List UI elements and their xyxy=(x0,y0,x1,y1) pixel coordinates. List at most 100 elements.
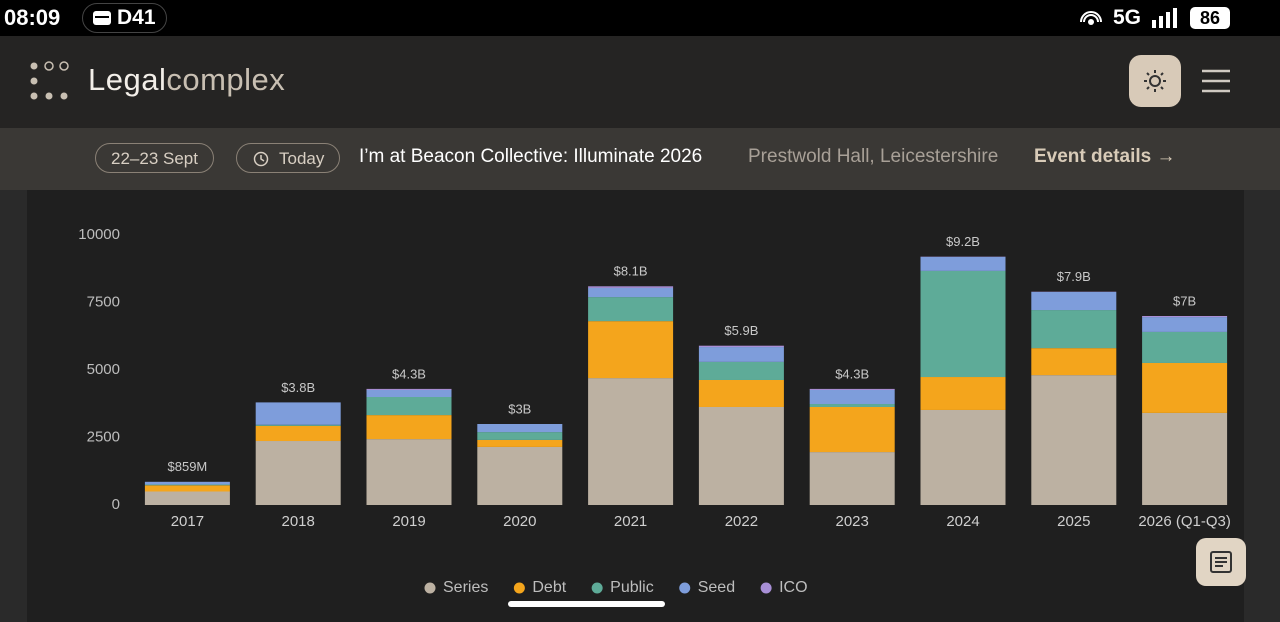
legend-label: ICO xyxy=(779,579,807,596)
bar-segment xyxy=(698,347,784,362)
bar-segment xyxy=(1142,316,1228,318)
status-chip: Today xyxy=(236,143,341,173)
total-label: $3B xyxy=(508,401,531,416)
x-tick-label: 2021 xyxy=(614,513,647,530)
legend-label: Series xyxy=(443,579,488,596)
bar-segment xyxy=(809,406,895,453)
bar-segment xyxy=(144,491,230,505)
bar-segment xyxy=(809,389,895,405)
bar-segment xyxy=(477,432,563,440)
bar-segment xyxy=(698,379,784,407)
logo-mark xyxy=(30,61,69,100)
x-tick-label: 2022 xyxy=(725,513,758,530)
total-label: $8.1B xyxy=(614,264,648,279)
date-chip: 22–23 Sept xyxy=(95,143,214,173)
status-text: Today xyxy=(279,149,325,168)
bar-segment xyxy=(366,415,452,440)
x-tick-label: 2019 xyxy=(392,513,425,530)
bar-segment xyxy=(477,446,563,505)
legend-marker xyxy=(591,582,603,594)
bar-segment xyxy=(1142,412,1228,505)
signal-icon xyxy=(1152,8,1177,28)
notification-pill: D41 xyxy=(82,3,167,33)
bar-segment xyxy=(144,484,230,486)
bar-segment xyxy=(1031,348,1117,376)
badge: D41 xyxy=(117,6,156,29)
bar-segment xyxy=(255,424,341,426)
y-tick-label: 10000 xyxy=(78,226,120,243)
bar-segment xyxy=(144,481,230,485)
theme-toggle[interactable] xyxy=(1129,55,1181,107)
y-tick-label: 0 xyxy=(112,496,120,513)
bar-segment xyxy=(588,378,674,505)
clock-icon xyxy=(253,151,269,167)
bar-segment xyxy=(588,287,674,298)
bar-segment xyxy=(366,397,452,416)
event-link[interactable]: Event details → xyxy=(1034,146,1176,167)
legend-marker xyxy=(679,582,691,594)
x-tick-label: 2023 xyxy=(836,513,869,530)
bar-segment xyxy=(920,270,1006,378)
total-label: $3.8B xyxy=(281,380,315,395)
bar-segment xyxy=(588,297,674,322)
wallet-icon xyxy=(93,11,111,25)
legend-label: Debt xyxy=(532,579,566,596)
bar-segment xyxy=(255,402,341,425)
y-tick-label: 7500 xyxy=(87,293,120,310)
total-label: $4.3B xyxy=(392,366,426,381)
bar-segment xyxy=(1031,375,1117,505)
notes-button[interactable] xyxy=(1196,538,1246,586)
bar-segment xyxy=(255,425,341,442)
total-label: $4.3B xyxy=(835,366,869,381)
bar-segment xyxy=(1031,310,1117,349)
status-bar: 08:09 D41 5G 86 xyxy=(0,0,1280,36)
menu-button[interactable] xyxy=(1202,69,1230,93)
bar-segment xyxy=(1142,331,1228,363)
logo-text: Legal xyxy=(88,62,167,97)
bar-segment xyxy=(255,441,341,505)
total-label: $859M xyxy=(168,459,208,474)
event-location: Prestwold Hall, Leicestershire xyxy=(748,146,999,167)
bar-segment xyxy=(144,485,230,492)
total-label: $5.9B xyxy=(724,323,758,338)
bar-segment xyxy=(698,345,784,348)
bar-segment xyxy=(920,409,1006,505)
hotspot-icon xyxy=(1080,11,1102,25)
clock: 08:09 xyxy=(4,5,61,30)
bar-segment xyxy=(698,361,784,380)
x-tick-label: 2018 xyxy=(282,513,315,530)
logo-text: complex xyxy=(166,62,286,97)
bar-segment xyxy=(920,377,1006,410)
legend-marker xyxy=(424,582,436,594)
x-tick-label: 2026 (Q1-Q3) xyxy=(1138,513,1231,530)
x-tick-label: 2017 xyxy=(171,513,204,530)
bar-segment xyxy=(920,256,1006,271)
y-tick-label: 5000 xyxy=(87,361,120,378)
logo[interactable]: Legalcomplex xyxy=(88,62,285,98)
bar-segment xyxy=(698,406,784,505)
bar-segment xyxy=(588,286,674,288)
x-tick-label: 2024 xyxy=(946,513,979,530)
legend-label: Seed xyxy=(698,579,735,596)
bar-segment xyxy=(1142,317,1228,332)
sun-icon xyxy=(1144,70,1166,92)
bar-segment xyxy=(1142,362,1228,413)
legend-label: Public xyxy=(610,579,654,596)
notes-icon xyxy=(1210,551,1232,573)
bar-segment xyxy=(477,424,563,433)
bar-segment xyxy=(477,439,563,447)
x-tick-label: 2025 xyxy=(1057,513,1090,530)
legend-marker xyxy=(760,582,772,594)
battery: 86 xyxy=(1190,7,1230,29)
total-label: $7.9B xyxy=(1057,269,1091,284)
bar-segment xyxy=(1031,291,1117,311)
x-tick-label: 2020 xyxy=(503,513,536,530)
bar-segment xyxy=(366,388,452,390)
y-tick-label: 2500 xyxy=(87,428,120,445)
home-indicator xyxy=(508,601,665,607)
bar-segment xyxy=(366,389,452,397)
header: Legalcomplex xyxy=(0,36,1280,128)
network: 5G xyxy=(1113,6,1142,29)
